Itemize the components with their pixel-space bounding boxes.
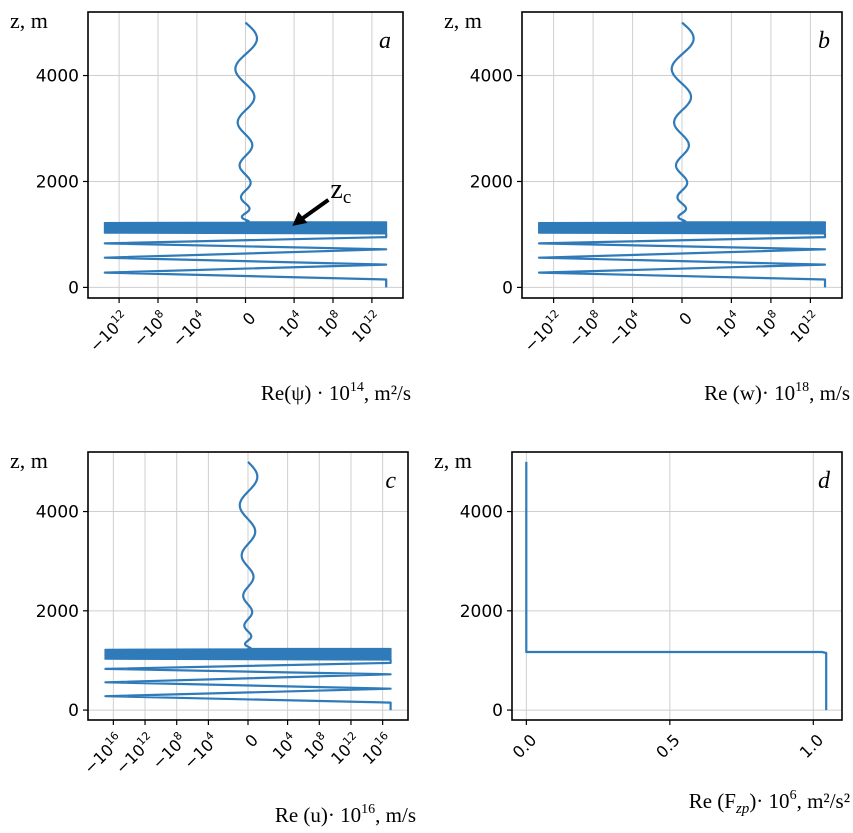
y-tick-label: 4000	[470, 67, 513, 87]
x-tick-label: 1016	[357, 729, 396, 768]
panel-letter: d	[818, 468, 831, 494]
y-tick-label: 2000	[460, 602, 503, 622]
x-tick-label: 1012	[326, 729, 365, 768]
y-tick-label: 4000	[36, 67, 79, 87]
x-tick-label: 0	[241, 730, 262, 751]
y-tick-label: 0	[68, 701, 79, 721]
x-axis-label: Re(ψ) · 1014, m²/s	[261, 380, 411, 405]
x-tick-label: 104	[267, 729, 301, 763]
series-line	[104, 461, 392, 711]
x-tick-label: 108	[299, 729, 333, 763]
panel-letter: c	[385, 468, 396, 494]
panel-letter: b	[818, 28, 830, 54]
x-tick-label: 108	[751, 307, 785, 341]
x-tick-label: −1012	[519, 307, 568, 356]
panel-letter: a	[379, 28, 391, 54]
y-axis-label: z, m	[434, 448, 472, 473]
series-line	[525, 461, 828, 711]
x-axis-label: Re (Fzp)· 106, m²/s²	[689, 788, 850, 817]
annotation-label: zc	[330, 174, 351, 208]
x-tick-label: 104	[711, 307, 745, 341]
y-axis-label: z, m	[10, 448, 48, 473]
x-axis-label: Re (u)· 1016, m/s	[275, 802, 416, 827]
y-tick-label: 2000	[36, 172, 79, 192]
axes-frame	[511, 451, 843, 721]
x-tick-label: 0.5	[652, 730, 683, 761]
y-tick-label: 0	[68, 278, 79, 298]
annotation-arrow-head	[292, 211, 308, 226]
x-tick-label: −1012	[84, 307, 133, 356]
y-tick-label: 0	[492, 701, 503, 721]
x-tick-label: 1012	[347, 307, 386, 346]
y-tick-label: 0	[502, 278, 513, 298]
series-line	[537, 21, 827, 288]
x-tick-label: −108	[128, 307, 172, 351]
y-tick-label: 2000	[470, 172, 513, 192]
x-tick-label: 1012	[785, 307, 824, 346]
x-tick-label: −104	[167, 307, 211, 351]
x-tick-label: 0	[239, 308, 260, 329]
y-tick-label: 2000	[36, 602, 79, 622]
x-axis-label: Re (w)· 1018, m/s	[704, 380, 850, 405]
y-axis-label: z, m	[10, 8, 48, 33]
x-tick-label: −108	[563, 307, 607, 351]
annotation-arrow-shaft	[299, 198, 330, 222]
x-tick-label: −104	[179, 729, 223, 773]
x-tick-label: 104	[274, 307, 308, 341]
x-tick-label: 0	[675, 308, 696, 329]
y-axis-label: z, m	[444, 8, 482, 33]
x-tick-label: 1.0	[796, 730, 827, 761]
x-tick-label: 108	[313, 307, 347, 341]
y-tick-label: 4000	[36, 503, 79, 523]
panel-d: 0 2000 4000 0.0 0.5 1.0 z, m d Re (Fzp)· 106, m²…	[434, 448, 850, 817]
y-tick-label: 4000	[460, 503, 503, 523]
x-tick-label: −108	[147, 729, 191, 773]
x-tick-label: 0.0	[509, 730, 540, 761]
series-line	[103, 21, 388, 288]
x-tick-label: −104	[603, 307, 647, 351]
